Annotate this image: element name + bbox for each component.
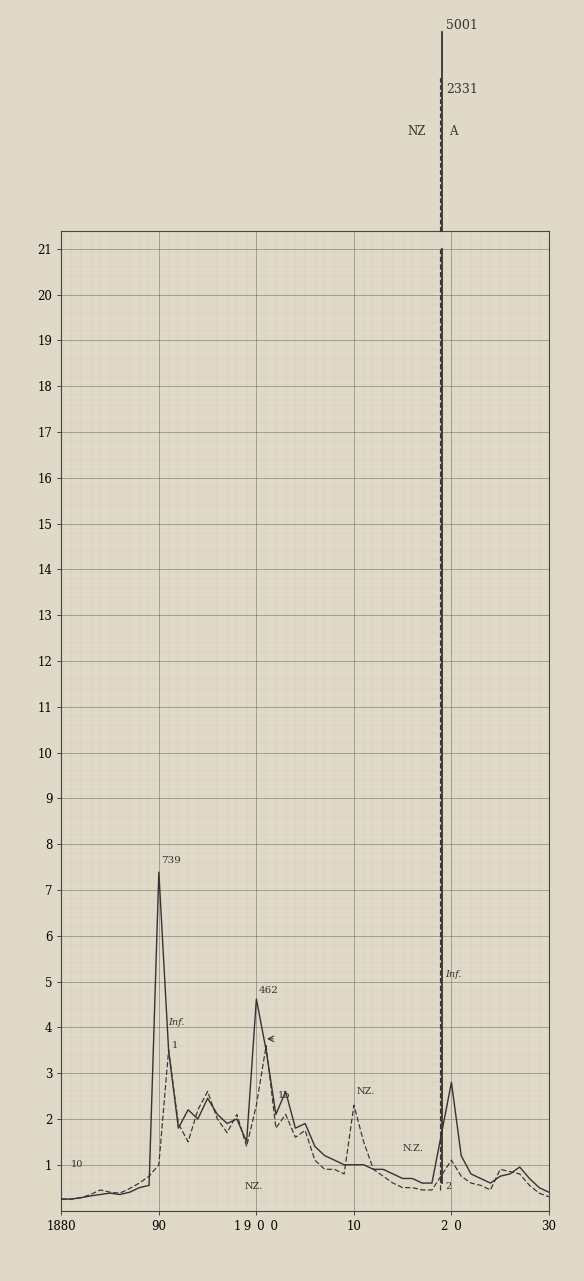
Text: NZ.: NZ.	[357, 1086, 375, 1095]
Text: 739: 739	[161, 856, 180, 865]
Text: 2: 2	[446, 1181, 452, 1190]
Text: 5001: 5001	[446, 19, 478, 32]
Text: 1b: 1b	[278, 1091, 290, 1100]
Text: 1: 1	[172, 1041, 178, 1050]
Text: Inf.: Inf.	[169, 1018, 185, 1027]
Text: NZ.: NZ.	[245, 1181, 263, 1190]
Text: 2331: 2331	[446, 83, 478, 96]
Text: NZ: NZ	[408, 126, 426, 138]
Text: A: A	[449, 126, 457, 138]
Text: 462: 462	[258, 986, 278, 995]
Text: N.Z.: N.Z.	[402, 1144, 423, 1153]
Text: Inf.: Inf.	[446, 970, 462, 979]
Text: 10: 10	[71, 1161, 84, 1170]
